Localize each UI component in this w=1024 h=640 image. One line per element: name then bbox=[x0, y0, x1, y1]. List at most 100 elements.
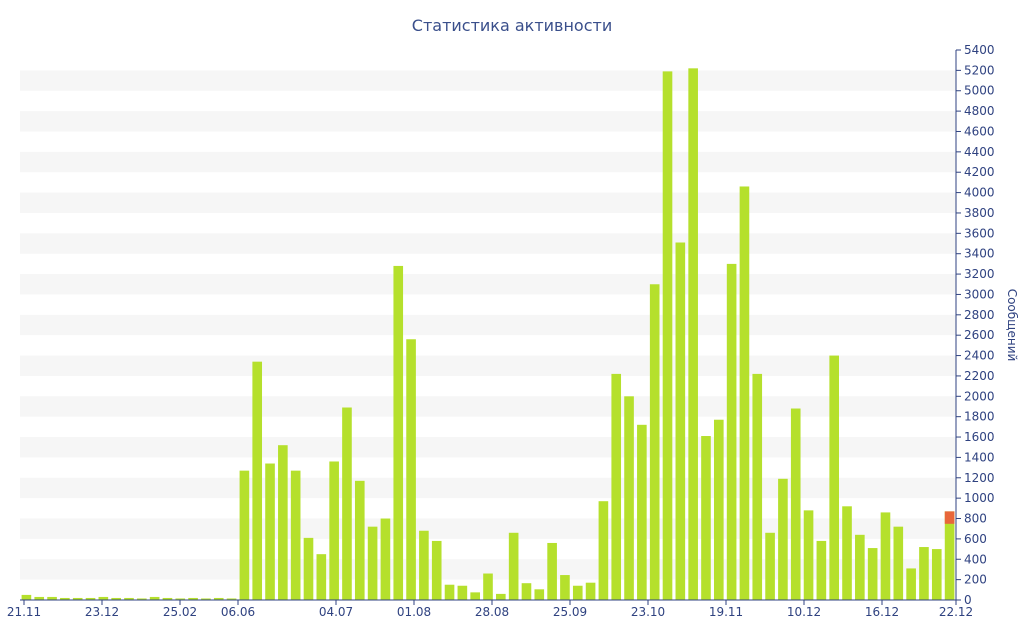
bar[interactable] bbox=[60, 597, 70, 600]
bar[interactable] bbox=[137, 598, 147, 600]
bar[interactable] bbox=[457, 585, 468, 600]
bar[interactable] bbox=[367, 526, 378, 600]
bar[interactable] bbox=[149, 596, 160, 600]
bar-highlight[interactable] bbox=[944, 511, 955, 524]
bar[interactable] bbox=[47, 596, 57, 600]
y-ticks: 0 200 400 600 800 1000 1200 1400 1600 1800 2000 220… bbox=[956, 43, 995, 607]
y-tick-label: 5200 bbox=[964, 63, 995, 77]
y-tick-label: 4000 bbox=[964, 186, 995, 200]
bar[interactable] bbox=[560, 575, 570, 600]
bar[interactable] bbox=[893, 526, 904, 600]
bar[interactable] bbox=[98, 596, 109, 600]
axes bbox=[20, 50, 957, 601]
bar[interactable] bbox=[739, 186, 750, 601]
bar[interactable] bbox=[85, 597, 96, 600]
bar[interactable] bbox=[175, 598, 186, 600]
bar[interactable] bbox=[21, 594, 32, 600]
bar[interactable] bbox=[790, 408, 801, 600]
bar[interactable] bbox=[855, 534, 865, 600]
bar[interactable] bbox=[354, 480, 365, 600]
bar[interactable] bbox=[829, 355, 839, 600]
bar[interactable] bbox=[867, 548, 878, 600]
grid-band bbox=[20, 274, 956, 295]
bar[interactable] bbox=[611, 373, 622, 600]
bar[interactable] bbox=[431, 540, 442, 600]
bar[interactable] bbox=[701, 436, 711, 600]
bar[interactable] bbox=[290, 470, 301, 600]
grid-band bbox=[20, 233, 956, 254]
grid-band bbox=[20, 192, 956, 213]
x-tick-label: 06.06 bbox=[221, 605, 255, 619]
bar[interactable] bbox=[624, 396, 634, 600]
bar[interactable] bbox=[637, 424, 647, 600]
bar[interactable] bbox=[265, 463, 275, 600]
bar[interactable] bbox=[406, 339, 416, 600]
bar[interactable] bbox=[393, 265, 404, 600]
x-tick-label: 21.11 bbox=[7, 605, 41, 619]
bar[interactable] bbox=[239, 470, 250, 600]
bar[interactable] bbox=[316, 554, 327, 600]
bar[interactable] bbox=[649, 284, 660, 600]
bar[interactable] bbox=[585, 582, 596, 600]
bar[interactable] bbox=[752, 373, 763, 600]
bar[interactable] bbox=[111, 597, 121, 600]
x-tick-label: 28.08 bbox=[475, 605, 509, 619]
x-tick-label: 16.12 bbox=[865, 605, 899, 619]
bar[interactable] bbox=[726, 263, 737, 600]
grid-band bbox=[20, 518, 956, 539]
bar[interactable] bbox=[329, 461, 339, 600]
y-tick-label: 600 bbox=[964, 532, 987, 546]
bar[interactable] bbox=[470, 592, 480, 600]
x-tick-label: 23.12 bbox=[85, 605, 119, 619]
chart-title: Статистика активности bbox=[412, 16, 612, 35]
y-tick-label: 5400 bbox=[964, 43, 995, 57]
y-axis-label: Сообщений bbox=[1005, 289, 1019, 362]
bar[interactable] bbox=[816, 540, 827, 600]
bar[interactable] bbox=[34, 596, 45, 600]
bar[interactable] bbox=[919, 547, 929, 600]
bar[interactable] bbox=[662, 71, 673, 600]
bar[interactable] bbox=[778, 478, 788, 600]
bar[interactable] bbox=[226, 598, 237, 600]
bar[interactable] bbox=[444, 584, 455, 600]
bar[interactable] bbox=[803, 510, 814, 600]
grid-band bbox=[20, 437, 956, 458]
bar[interactable] bbox=[598, 501, 609, 600]
bar[interactable] bbox=[547, 542, 557, 600]
bar[interactable] bbox=[483, 573, 493, 600]
bar[interactable] bbox=[508, 532, 519, 600]
x-tick-label: 22.12 bbox=[939, 605, 973, 619]
bar[interactable] bbox=[880, 512, 891, 600]
bar[interactable] bbox=[496, 593, 506, 600]
x-tick-label: 23.10 bbox=[631, 605, 665, 619]
bar[interactable] bbox=[162, 597, 173, 600]
bar[interactable] bbox=[72, 597, 83, 600]
bar[interactable] bbox=[419, 530, 429, 600]
bar[interactable] bbox=[213, 597, 224, 600]
bar[interactable] bbox=[944, 511, 955, 600]
bar[interactable] bbox=[342, 407, 352, 601]
bar[interactable] bbox=[931, 549, 942, 600]
bar[interactable] bbox=[713, 419, 724, 600]
bar[interactable] bbox=[380, 518, 391, 600]
bar[interactable] bbox=[842, 506, 852, 600]
bar[interactable] bbox=[303, 537, 314, 600]
bar[interactable] bbox=[521, 583, 532, 600]
bar[interactable] bbox=[675, 242, 686, 601]
bar[interactable] bbox=[906, 568, 916, 600]
bar[interactable] bbox=[572, 585, 583, 600]
bar[interactable] bbox=[278, 445, 288, 600]
bar[interactable] bbox=[124, 597, 134, 600]
y-tick-label: 400 bbox=[964, 552, 987, 566]
y-tick-label: 0 bbox=[964, 593, 972, 607]
bar[interactable] bbox=[534, 589, 545, 600]
bar[interactable] bbox=[188, 597, 198, 600]
bar[interactable] bbox=[765, 532, 775, 600]
bar[interactable] bbox=[688, 68, 698, 600]
bar[interactable] bbox=[201, 598, 211, 600]
bar[interactable] bbox=[252, 361, 263, 600]
x-tick-label: 19.11 bbox=[709, 605, 743, 619]
grid-band bbox=[20, 314, 956, 336]
